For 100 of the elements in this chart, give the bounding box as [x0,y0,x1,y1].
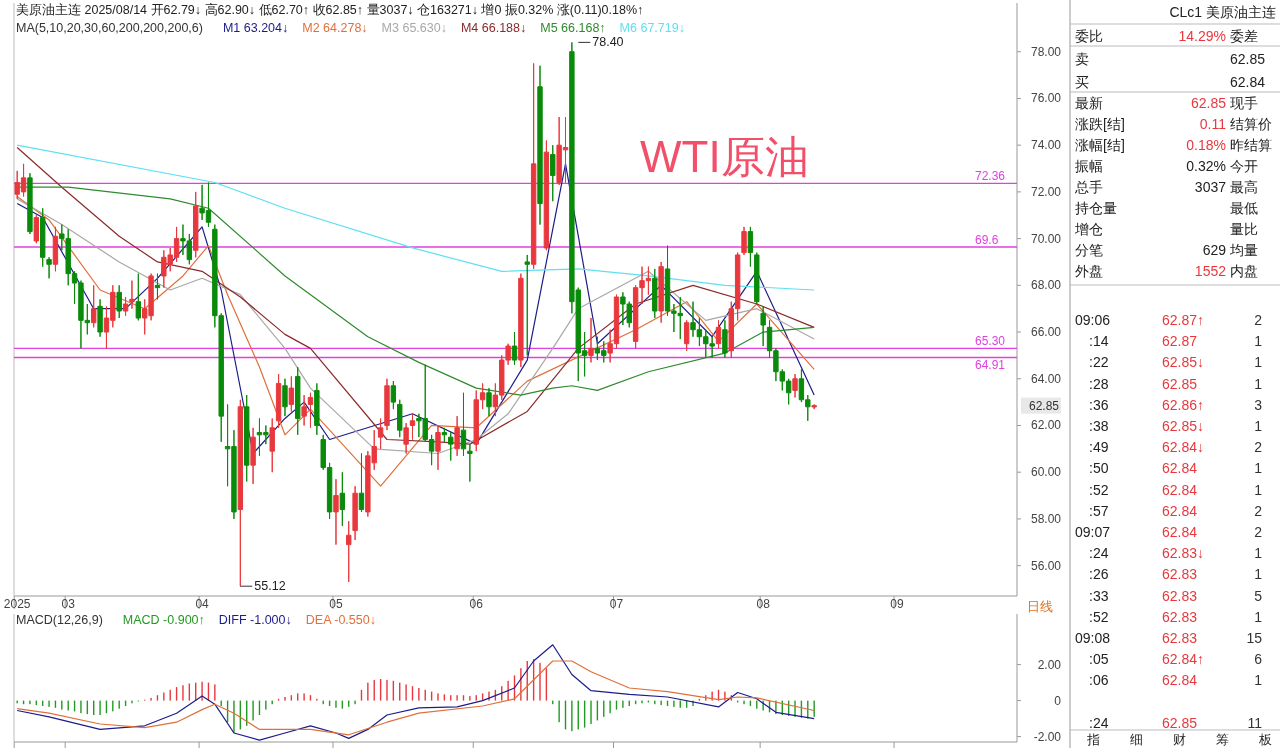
text: 62.85↓ [1162,354,1205,371]
text: 11 [1247,714,1263,731]
text: 62.85 [1162,714,1198,731]
text: 62.84↓ [1162,439,1205,456]
candlestick [550,144,556,202]
text: 最高 [1230,179,1258,195]
text: M6 67.719↓ [619,21,685,35]
text: 卖 [1075,51,1089,67]
candlestick [683,319,690,352]
candlestick [409,413,416,440]
candlestick [397,399,403,438]
candlestick [275,373,282,429]
text: :49 [1089,439,1109,456]
text: 62.83 [1162,608,1198,625]
x-tick-label: 2025 [3,597,31,611]
text: :50 [1089,460,1109,477]
text: 5 [1254,587,1263,604]
text: 629 [1202,242,1227,258]
candlestick [486,387,492,417]
candlestick [441,427,448,443]
candlestick [377,417,384,450]
text: 涨幅[结] [1075,137,1125,153]
text: 62.84↑ [1162,651,1205,668]
text: 日线 [1027,599,1053,614]
y-tick-label: 56.00 [1030,558,1062,573]
text: :14 [1089,333,1109,350]
candlestick [652,268,658,319]
candlestick [352,485,358,541]
candlestick [295,366,301,436]
candlestick [543,139,550,251]
text: DIFF -1.000↓ [218,613,292,627]
ref-line-label: 69.6 [975,233,999,248]
text: :33 [1089,587,1109,604]
text: 2 [1254,312,1263,328]
candlestick [518,273,524,368]
candlestick [116,284,122,319]
candlestick [122,296,129,317]
text: :52 [1089,481,1109,498]
candlestick [52,226,59,272]
text: 今开 [1230,158,1258,174]
text: 昨结算 [1230,137,1272,153]
candlestick [715,319,722,349]
text: :28 [1089,375,1109,392]
text: 持仓量 [1075,200,1117,216]
y-tick-label: 78.00 [1030,44,1062,59]
candlestick [747,226,754,268]
text: 均量 [1229,242,1258,258]
y-tick-label: 74.00 [1030,138,1062,153]
text: :24 [1089,714,1109,731]
text: 现手 [1230,95,1258,111]
annotation: 55.12 [254,579,286,594]
text: 委比 [1075,28,1103,44]
text: 62.84 [1162,524,1198,540]
text: :05 [1089,651,1109,668]
text: CLc1 美原油主连 [1169,4,1276,20]
candlestick [339,471,346,527]
candlestick [792,373,798,398]
text: M3 65.630↓ [381,21,447,35]
candlestick [269,417,275,473]
candlestick [97,298,103,338]
candlestick [403,422,409,455]
text: 委差 [1230,28,1258,44]
candlestick [754,252,760,305]
text: 1 [1254,375,1263,392]
text: 62.83 [1162,566,1198,583]
text: 62.84 [1230,74,1266,90]
x-tick-label: 05 [329,597,343,611]
text: 1552 [1194,263,1227,279]
text: 1 [1254,354,1263,371]
candlestick [346,520,352,583]
candlestick [135,273,142,321]
text: 增仓 [1074,221,1103,237]
text: 最新 [1075,95,1103,111]
x-tick-label: 07 [609,597,624,611]
text: :06 [1089,672,1109,689]
text: M2 64.278↓ [302,21,368,35]
chart-title: 美原油主连 2025/08/14 开62.79↓ 高62.90↓ 低62.70↑ 收62.85↑ 量3037↓ 仓163271↓ 增0 振0.32% 涨(0.11)0.18%↑ [16,2,644,17]
text: :24 [1089,545,1109,562]
text: 财 [1172,732,1186,747]
candlestick [301,394,307,426]
x-tick-label: 04 [195,597,210,611]
candlestick [460,392,467,457]
text: 买 [1075,74,1089,90]
annotation: 78.40 [592,35,624,50]
text: 09:07 [1075,524,1111,540]
candlestick [39,207,46,268]
text: 最低 [1230,200,1258,216]
text: 3 [1254,396,1263,413]
line-series [16,660,815,736]
text: 3037 [1194,179,1227,195]
candlestick [193,191,199,258]
text: 09:06 [1075,312,1111,328]
text: 62.84 [1162,481,1198,498]
text: 板 [1257,732,1272,747]
y-tick-label: 64.00 [1030,371,1062,386]
text: 0.18% [1186,137,1226,153]
y-tick-label: 76.00 [1030,91,1062,106]
text: 62.84 [1162,460,1198,477]
candlestick [154,273,161,300]
text: 1 [1254,566,1263,583]
